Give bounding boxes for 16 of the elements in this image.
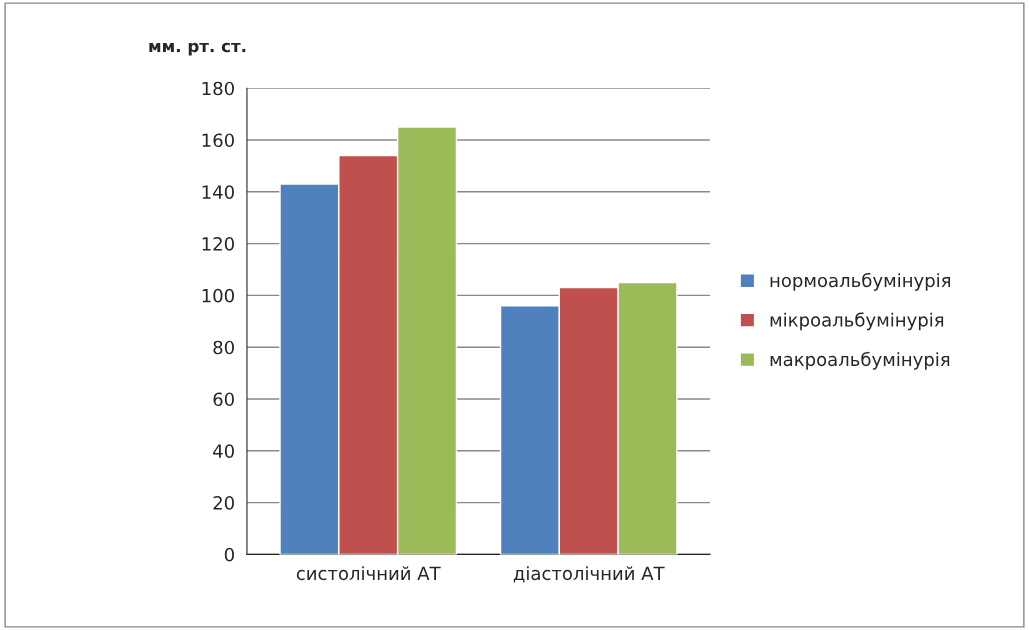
y-tick-label: 40 [213, 444, 234, 458]
legend-label: макроальбумінурія [770, 351, 950, 370]
y-tick-label: 60 [213, 392, 234, 407]
legend-label: мікроальбумінурія [770, 312, 944, 331]
legend-label: нормоальбумінурія [770, 272, 951, 291]
y-tick-label: 100 [202, 288, 234, 303]
y-tick-label: 160 [202, 133, 234, 148]
y-tick-label: 120 [202, 237, 234, 251]
y-tick-label: 180 [202, 81, 234, 96]
y-axis-title: мм. рт. ст. [149, 42, 246, 56]
y-tick-label: 140 [202, 185, 234, 199]
x-tick-label: діастолічний АТ [513, 566, 665, 583]
y-tick-label: 0 [224, 547, 234, 562]
x-tick-label: систолічний АТ [296, 566, 441, 581]
y-tick-label: 80 [213, 340, 234, 355]
y-tick-label: 20 [213, 496, 234, 510]
